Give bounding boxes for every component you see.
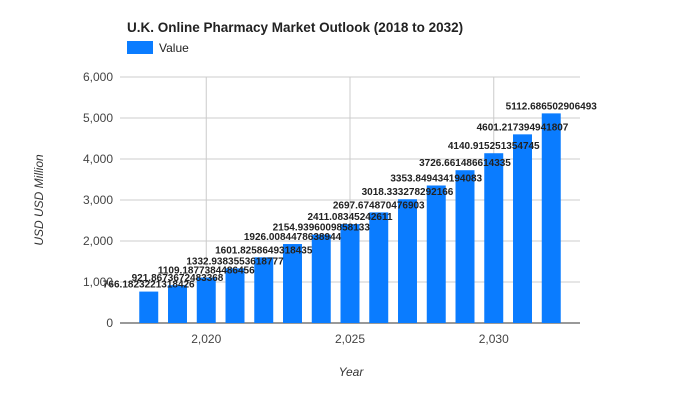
data-label-2024: 2154.9396009858133 (273, 223, 371, 234)
bar-2029[interactable] (455, 170, 475, 323)
data-label-2022: 1601.8258649318435 (215, 245, 313, 256)
bar-2025[interactable] (340, 224, 360, 323)
bar-2028[interactable] (426, 185, 446, 323)
bar-2024[interactable] (311, 234, 331, 323)
bar-2018[interactable] (139, 291, 159, 323)
y-tick-label: 4,000 (83, 152, 113, 166)
bar-2030[interactable] (484, 153, 504, 323)
data-label-2032: 5112.686502906493 (506, 101, 598, 112)
y-axis-ticks: 0 1,000 2,000 3,000 4,000 5,000 6,000 (83, 70, 113, 330)
data-label-2025: 2411.08345242611 (307, 212, 393, 223)
x-tick-label: 2,025 (335, 332, 365, 346)
bar-2031[interactable] (513, 134, 532, 323)
x-tick-label: 2,020 (191, 332, 221, 346)
y-tick-label: 5,000 (83, 111, 113, 125)
bar-2022[interactable] (254, 257, 274, 323)
x-axis-title: Year (339, 365, 365, 379)
bar-2027[interactable] (398, 199, 417, 323)
y-axis-title: USD USD Million (32, 154, 46, 246)
y-tick-label: 0 (106, 316, 113, 330)
data-label-2027: 3018.333278292166 (362, 187, 454, 198)
bar-2021[interactable] (225, 268, 245, 323)
bar-2023[interactable] (283, 244, 302, 323)
data-label-2026: 2697.674870476903 (333, 200, 425, 211)
legend-label-value[interactable]: Value (159, 41, 189, 55)
x-axis-ticks: 2,020 2,025 2,030 (191, 332, 509, 346)
data-label-2030: 4140.915251354745 (448, 141, 540, 152)
y-tick-label: 6,000 (83, 70, 113, 84)
data-label-2029: 3726.661486614335 (419, 158, 511, 169)
chart-title: U.K. Online Pharmacy Market Outlook (201… (127, 20, 463, 35)
data-label-2028: 3353.849434194083 (390, 173, 482, 184)
bar-2026[interactable] (369, 212, 389, 323)
y-tick-label: 2,000 (83, 234, 113, 248)
data-label-2031: 4601.217394941807 (477, 122, 569, 133)
data-label-2020: 1109.1877384486456 (158, 266, 255, 277)
y-tick-label: 3,000 (83, 193, 113, 207)
bar-2020[interactable] (196, 277, 216, 323)
data-label-2018: 766.1823221318426 (103, 280, 195, 291)
data-labels: 766.1823221318426921.86736724833681109.1… (103, 101, 597, 290)
bar-2032[interactable] (541, 113, 561, 323)
bar-2019[interactable] (168, 285, 187, 323)
legend-swatch-value (127, 41, 153, 54)
data-label-2023: 1926.0084478638944 (244, 232, 342, 243)
x-tick-label: 2,030 (479, 332, 509, 346)
data-label-2019: 921.8673672483368 (132, 273, 224, 284)
bars (139, 113, 561, 323)
y-tick-label: 1,000 (83, 275, 113, 289)
data-label-2021: 1332.9383553618777 (186, 256, 284, 267)
